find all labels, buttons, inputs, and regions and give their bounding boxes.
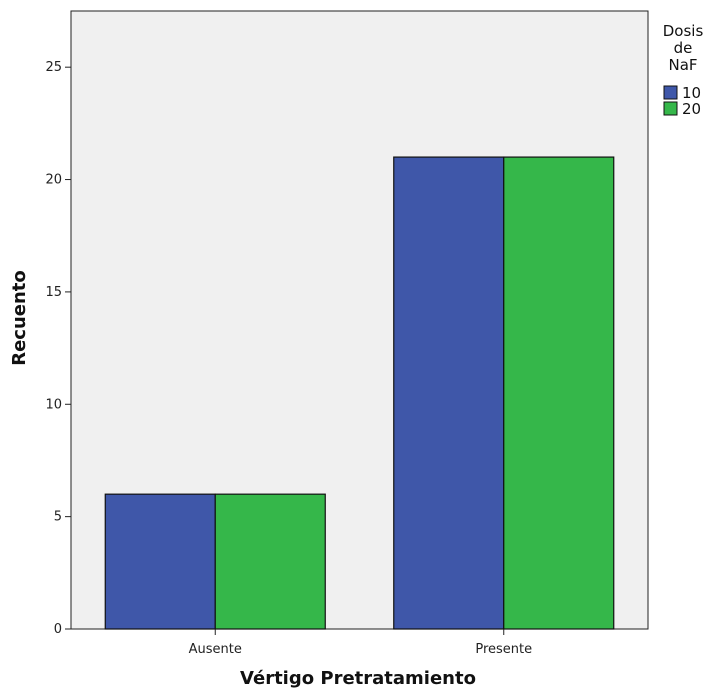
x-tick-label: Ausente: [189, 642, 242, 657]
y-tick-label: 25: [45, 60, 62, 75]
legend-title-line: Dosis: [663, 22, 704, 40]
legend-title-line: de: [674, 39, 693, 57]
y-tick-label: 0: [54, 622, 62, 637]
x-axis-title: Vértigo Pretratamiento: [240, 668, 476, 689]
y-axis-title: Recuento: [9, 270, 30, 366]
y-tick-label: 15: [45, 285, 62, 300]
legend-title-line: NaF: [668, 56, 697, 74]
y-tick-label: 5: [54, 510, 62, 525]
y-tick-label: 10: [45, 397, 62, 412]
legend-label: 10: [682, 84, 701, 102]
bar-presente-10: [393, 156, 505, 630]
bars-group: [104, 156, 615, 630]
y-axis: 0 5 10 15 20 25: [45, 60, 71, 637]
bar-ausente-20: [214, 493, 326, 630]
bar-presente-20: [503, 156, 615, 630]
y-tick-label: 20: [45, 173, 62, 188]
legend-swatch-20: [663, 101, 678, 116]
x-tick-label: Presente: [475, 642, 532, 657]
bar-ausente-10: [104, 493, 216, 630]
legend-swatch-10: [663, 85, 678, 100]
x-axis: Ausente Presente: [189, 629, 532, 657]
legend-label: 20: [682, 100, 701, 118]
